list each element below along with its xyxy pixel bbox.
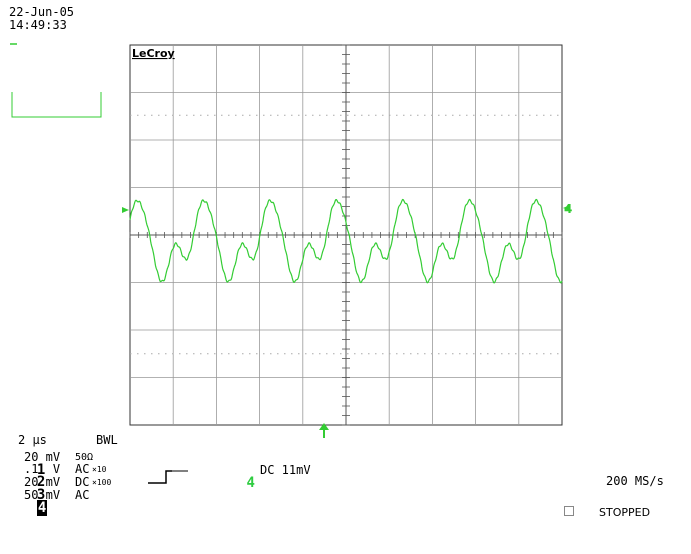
channel-coupling: 50Ω	[75, 452, 94, 463]
date-label: 22-Jun-05	[9, 5, 75, 19]
channel-coupling: DC	[75, 475, 90, 489]
trigger-level: DC 11mV	[260, 463, 311, 477]
channel-number: 3	[36, 487, 46, 503]
probe-attenuation: ×10	[92, 465, 107, 474]
waveform-trace	[129, 198, 563, 284]
trigger-info[interactable]: 4 DC 11mV	[232, 464, 310, 503]
channel-scale: 20 mV	[24, 475, 61, 489]
channel-row-2[interactable]: 2 .1 V AC ×10	[8, 463, 106, 541]
channel-row-1[interactable]: 1 20 mV 50Ω	[8, 451, 93, 516]
acquisition-status[interactable]: STOPPED	[599, 506, 651, 519]
bwl-label: BWL	[96, 433, 118, 447]
ground-marker-icon[interactable]	[122, 207, 129, 213]
time-label: 14:49:33	[9, 18, 67, 32]
channel-marker-label: 4	[564, 202, 572, 216]
channel-coupling: AC	[75, 462, 90, 476]
oscilloscope-display: LeCroy 4	[10, 43, 572, 484]
channel-scale: .1 V	[24, 462, 61, 476]
trigger-channel: 4	[246, 475, 255, 491]
timebase-value[interactable]: 2 µs	[18, 433, 47, 447]
probe-attenuation: ×100	[92, 478, 112, 487]
trigger-level-marker-icon[interactable]	[563, 205, 570, 211]
channel-coupling: AC	[75, 488, 90, 502]
trigger-edge-icon	[148, 470, 172, 484]
zoom-box-icon	[11, 92, 102, 118]
brand-logo: LeCroy	[132, 47, 175, 60]
status-indicator-icon	[564, 506, 574, 516]
sample-rate: 200 MS/s	[606, 474, 664, 488]
channel-row-4[interactable]: 4 50 mV AC	[8, 489, 89, 554]
graticule	[129, 44, 563, 426]
channel-scale: 50 mV	[24, 488, 61, 502]
channel-number: 2	[36, 474, 46, 490]
channel-number-selected: 4	[36, 500, 48, 516]
trigger-position-arrow-icon[interactable]	[319, 423, 329, 438]
channel-scale: 20 mV	[24, 450, 61, 464]
channel-row-3[interactable]: 3 20 mV DC ×100	[8, 476, 111, 554]
channel-number: 1	[36, 462, 46, 478]
